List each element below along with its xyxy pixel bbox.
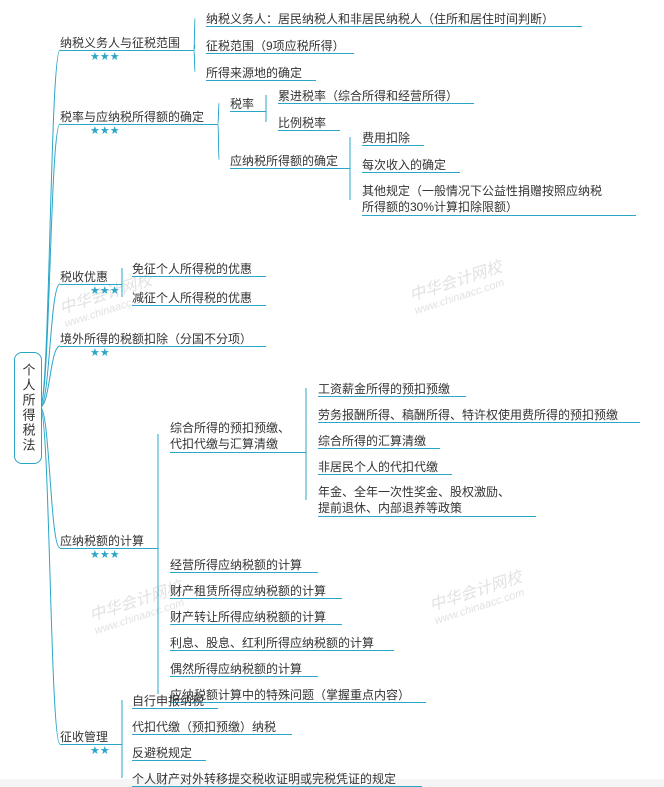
l2-node-13: 应纳税额计算中的特殊问题（掌握重点内容）: [170, 686, 410, 703]
l3-node-6: 劳务报酬所得、稿酬所得、特许权使用费所得的预扣预缴: [318, 406, 618, 423]
l3-node-7: 综合所得的汇算清缴: [318, 432, 426, 449]
l1-stars-2: ★★★: [90, 284, 120, 297]
l2-node-6: 减征个人所得税的优惠: [132, 289, 252, 306]
l1-node-4: 应纳税额的计算: [60, 532, 144, 549]
root-label: 个人所得税法: [19, 363, 38, 453]
l2-node-14: 自行申报纳税: [132, 692, 204, 709]
l1-stars-5: ★★: [90, 744, 110, 757]
l1-node-1: 税率与应纳税所得额的确定: [60, 108, 204, 125]
root-node: 个人所得税法: [14, 352, 42, 464]
l3-node-4: 其他规定（一般情况下公益性捐赠按照应纳税所得额的30%计算扣除限额）: [362, 183, 636, 215]
l3-node-0: 累进税率（综合所得和经营所得）: [278, 87, 458, 104]
l1-node-0: 纳税义务人与征税范围: [60, 34, 180, 51]
l2-node-0: 纳税义务人：居民纳税人和非居民纳税人（住所和居住时间判断）: [206, 10, 554, 27]
l2-node-4: 应纳税所得额的确定: [230, 152, 338, 169]
l1-node-2: 税收优惠: [60, 268, 108, 285]
l1-node-5: 征收管理: [60, 728, 108, 745]
l2-node-10: 财产转让所得应纳税额的计算: [170, 608, 326, 625]
l3-node-5: 工资薪金所得的预扣预缴: [318, 380, 450, 397]
l3-node-3: 每次收入的确定: [362, 156, 446, 173]
l2-node-15: 代扣代缴（预扣预缴）纳税: [132, 718, 276, 735]
l2-node-8: 经营所得应纳税额的计算: [170, 556, 302, 573]
l2-node-16: 反避税规定: [132, 744, 192, 761]
l2-node-9: 财产租赁所得应纳税额的计算: [170, 582, 326, 599]
l2-node-12: 偶然所得应纳税额的计算: [170, 660, 302, 677]
l2-node-2: 所得来源地的确定: [206, 64, 302, 81]
l2-node-1: 征税范围（9项应税所得）: [206, 37, 345, 54]
l3-node-8: 非居民个人的代扣代缴: [318, 458, 438, 475]
l2-node-11: 利息、股息、红利所得应纳税额的计算: [170, 634, 374, 651]
l2-node-3: 税率: [230, 95, 254, 112]
l1-stars-3: ★★: [90, 346, 110, 359]
l3-node-9: 年金、全年一次性奖金、股权激励、提前退休、内部退养等政策: [318, 484, 536, 516]
l1-stars-1: ★★★: [90, 124, 120, 137]
l1-stars-4: ★★★: [90, 548, 120, 561]
l1-node-3: 境外所得的税额扣除（分国不分项）: [60, 330, 252, 347]
l2-node-7: 综合所得的预扣预缴、代扣代缴与汇算清缴: [170, 420, 306, 452]
l3-node-1: 比例税率: [278, 114, 326, 131]
l2-node-5: 免征个人所得税的优惠: [132, 260, 252, 277]
mindmap-canvas: 中华会计网校www.chinaacc.com中华会计网校www.chinaacc…: [0, 0, 664, 779]
l3-node-2: 费用扣除: [362, 129, 410, 146]
l1-stars-0: ★★★: [90, 50, 120, 63]
